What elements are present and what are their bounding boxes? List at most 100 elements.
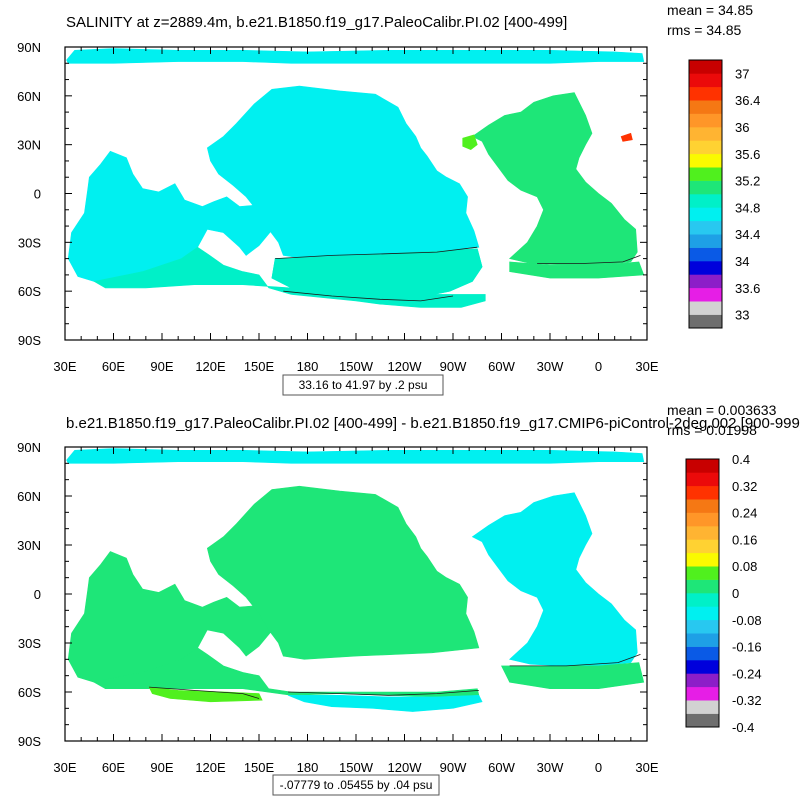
stat-label: rms = 0.01998 — [667, 422, 757, 438]
x-tick-label: 90E — [150, 359, 173, 374]
y-tick-label: 90N — [17, 40, 41, 55]
x-tick-label: 150W — [339, 359, 374, 374]
colorbar-swatch — [689, 153, 722, 168]
colorbar-label: 34 — [735, 254, 749, 269]
y-tick-label: 30N — [17, 538, 41, 553]
x-tick-label: 60W — [488, 359, 515, 374]
colorbar-swatch — [686, 459, 719, 473]
colorbar-swatch — [686, 539, 719, 554]
colorbar-swatch — [689, 100, 722, 114]
colorbar-label: 35.6 — [735, 147, 760, 162]
region-indian-green-tongue — [148, 686, 263, 703]
region-labrador-patch — [462, 134, 478, 150]
colorbar-label: 35.2 — [735, 174, 760, 189]
x-tick-label: 30E — [635, 760, 658, 775]
map-fields — [66, 48, 645, 308]
x-tick-label: 180 — [297, 359, 319, 374]
colorbar-swatch — [689, 274, 722, 289]
colorbar-swatch — [689, 73, 722, 88]
colorbar-label: 36 — [735, 120, 749, 135]
colorbar-label: 34.8 — [735, 200, 760, 215]
y-tick-label: 30S — [18, 235, 41, 250]
y-tick-label: 90S — [18, 333, 41, 348]
contour-line — [509, 654, 641, 667]
colorbar-frame — [685, 458, 720, 728]
y-tick-label: 30S — [18, 636, 41, 651]
colorbar-swatch — [686, 673, 719, 688]
colorbar-swatch — [686, 619, 719, 634]
region-pacific-indian-basin — [206, 85, 480, 259]
colorbar-frame — [688, 59, 723, 329]
colorbar-label: -0.32 — [732, 693, 762, 708]
region-pacific-indian-basin — [66, 48, 645, 64]
colorbar-label: 0.08 — [732, 559, 757, 574]
colorbar-swatch — [689, 180, 722, 195]
colorbar-swatch — [686, 660, 719, 674]
colorbar-label: 0.16 — [732, 532, 757, 547]
region-southern-cyan-sector — [287, 694, 483, 712]
x-tick-label: 30W — [537, 359, 564, 374]
colorbar-swatch — [689, 220, 722, 235]
colorbar-label: 0.32 — [732, 479, 757, 494]
panel-difference: 30E 60E 90E 120E 150E 180 150W 120W 90W 60W 30W 0 30… — [17, 402, 800, 796]
colorbar-label: -0.24 — [732, 666, 762, 681]
y-tick-label: 60S — [18, 284, 41, 299]
colorbar-swatch — [686, 512, 719, 527]
y-tick-label: 60N — [17, 89, 41, 104]
contour-info-text: 33.16 to 41.97 by .2 psu — [299, 378, 428, 392]
colorbar-swatch — [689, 247, 722, 262]
colorbar-label: 0 — [732, 586, 739, 601]
colorbar-label: 33.6 — [735, 281, 760, 296]
x-tick-label: 120E — [195, 760, 226, 775]
colorbar-swatch — [686, 700, 719, 714]
y-tick-label: 30N — [17, 138, 41, 153]
x-tick-label: 90E — [150, 760, 173, 775]
colorbar-swatch — [689, 194, 722, 208]
x-tick-label: 60E — [102, 359, 125, 374]
colorbar-swatch — [686, 485, 719, 500]
x-tick-label: 90W — [440, 359, 467, 374]
colorbar-label: 36.4 — [735, 93, 760, 108]
colorbar-swatch — [689, 287, 722, 302]
region-atlantic-cyan-basin — [471, 492, 638, 667]
y-tick-label: 0 — [34, 187, 41, 202]
colorbar-swatch — [689, 167, 722, 181]
y-tick-label: 60S — [18, 685, 41, 700]
colorbar-swatch — [689, 60, 722, 74]
x-tick-label: 0 — [595, 760, 602, 775]
colorbar-label: -0.16 — [732, 640, 762, 655]
contour-info-box — [282, 374, 444, 396]
colorbar-swatch — [689, 140, 722, 155]
colorbar-swatch — [689, 207, 722, 222]
contour-line — [149, 686, 260, 699]
colorbar-swatch — [689, 314, 722, 329]
region-indo-pacific-basin — [206, 485, 480, 660]
colorbar-swatch — [686, 566, 719, 580]
colorbar-swatch — [686, 579, 719, 594]
y-tick-label: 60N — [17, 489, 41, 504]
colorbar-swatch — [686, 686, 719, 701]
colorbar-label: -0.4 — [732, 720, 754, 735]
x-tick-label: 150E — [244, 760, 275, 775]
colorbar-swatch — [686, 499, 719, 513]
colorbar-swatch — [686, 593, 719, 607]
colorbar-swatch — [686, 526, 719, 540]
x-tick-label: 30E — [53, 359, 76, 374]
x-tick-label: 120W — [388, 760, 423, 775]
x-tick-label: 90W — [440, 760, 467, 775]
x-tick-label: 30E — [53, 760, 76, 775]
x-tick-label: 120E — [195, 359, 226, 374]
region-indo-pacific-basin — [93, 647, 480, 698]
x-tick-label: 60E — [102, 760, 125, 775]
y-tick-label: 0 — [34, 587, 41, 602]
stat-label: mean = 34.85 — [667, 2, 753, 18]
colorbar-label: -0.08 — [732, 613, 762, 628]
contour-line — [275, 246, 478, 259]
region-southern-ocean-belt — [93, 246, 486, 308]
colorbar-swatch — [686, 633, 719, 647]
colorbar-swatch — [686, 472, 719, 487]
contour-info-box — [272, 774, 440, 796]
contour-line — [537, 255, 641, 264]
colorbar-swatch — [689, 261, 722, 275]
x-tick-label: 180 — [297, 760, 319, 775]
